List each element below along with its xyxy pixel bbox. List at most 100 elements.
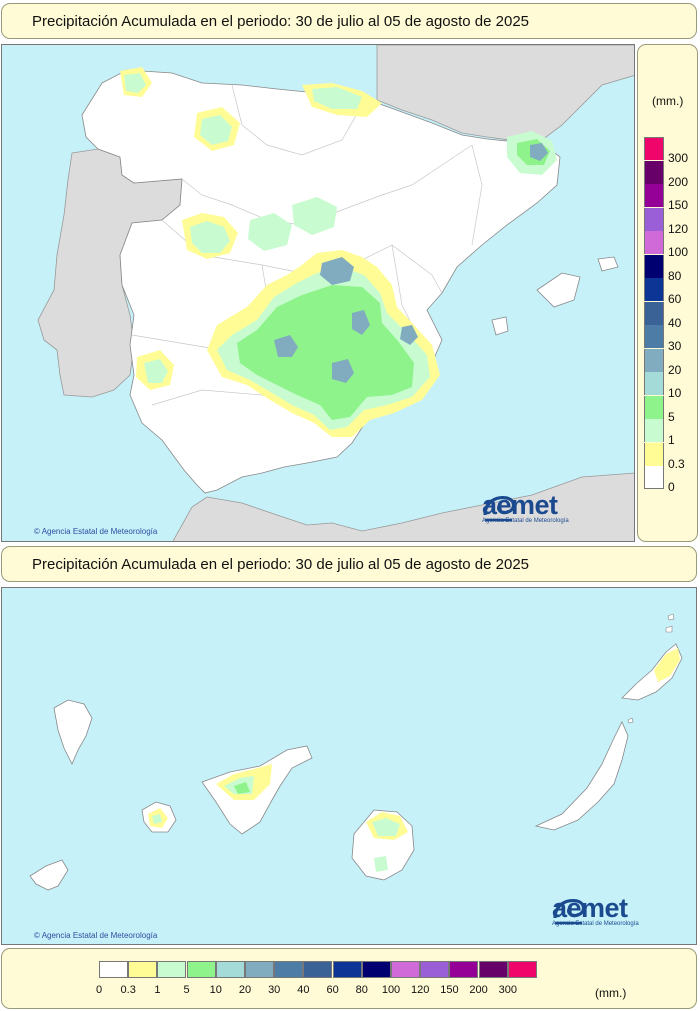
legend-label: 150 <box>668 198 689 212</box>
legend-swatch <box>507 961 537 978</box>
legend-swatch <box>274 961 304 978</box>
vertical-legend-item: 10 <box>644 372 694 400</box>
credit-label: Agencia Estatal de Meteorología <box>41 931 158 940</box>
legend-label: 1 <box>668 433 675 447</box>
legend-label: 120 <box>411 984 430 996</box>
legend-swatch <box>644 301 664 325</box>
legend-swatch <box>644 184 664 207</box>
vertical-legend-item: 40 <box>644 301 694 330</box>
vertical-legend-item: 300 <box>644 137 694 165</box>
legend-label: 0.3 <box>120 984 136 996</box>
copyright-icon: © <box>34 527 40 536</box>
vertical-legend-item: 30 <box>644 325 694 353</box>
legend-label: 20 <box>238 984 252 996</box>
legend-swatch <box>644 160 664 184</box>
canary-precipitation-areas <box>148 648 680 872</box>
legend-label: 60 <box>668 292 682 306</box>
legend-label: 0 <box>668 480 675 494</box>
legend-swatch <box>332 961 362 978</box>
legend-swatch <box>420 961 450 978</box>
logo-subtitle: Agencia Estatal de Meteorología <box>482 518 569 524</box>
legend-swatch <box>644 395 664 419</box>
horizontal-legend-unit: (mm.) <box>595 986 627 1000</box>
legend-label: 5 <box>668 409 675 424</box>
legend-swatch <box>644 466 664 489</box>
vertical-legend-item: 1 <box>644 419 694 447</box>
canary-map-svg <box>29 613 683 891</box>
legend-label: 30 <box>268 984 281 996</box>
top-map-title: Precipitación Acumulada en el periodo: 3… <box>1 3 697 39</box>
vertical-legend-item: 20 <box>644 348 694 377</box>
legend-swatch <box>644 372 664 395</box>
legend-swatch <box>644 254 664 278</box>
legend-label: 200 <box>469 984 488 996</box>
canary-credit-text: © Agencia Estatal de Meteorología <box>34 931 157 940</box>
legend-swatch <box>128 961 158 978</box>
legend-label: 60 <box>326 984 339 996</box>
vertical-legend-item: 150 <box>644 184 694 212</box>
lobos-islet <box>627 717 634 724</box>
legend-swatch <box>186 961 216 978</box>
legend-label: 1 <box>154 984 161 996</box>
canary-aemet-logo: aemet Agencia Estatal de Meteorología <box>552 895 639 928</box>
precipitation-areas <box>120 67 557 437</box>
mallorca-island <box>536 272 581 308</box>
legend-unit: (mm.) <box>652 94 684 108</box>
legend-swatch <box>361 961 391 978</box>
bottom-map-title: Precipitación Acumulada en el periodo: 3… <box>1 546 697 582</box>
horizontal-legend: 0 0.3 1 5 10 20 30 40 60 80 100 120 150 200 300 (mm.) <box>1 948 697 1009</box>
legend-swatch <box>391 961 420 978</box>
credit-label: Agencia Estatal de Meteorología <box>41 527 158 536</box>
la-palma-island <box>53 699 93 765</box>
ibiza-island <box>491 316 509 336</box>
legend-label: 10 <box>209 984 222 996</box>
legend-swatch <box>644 207 664 231</box>
legend-label: 40 <box>297 984 310 996</box>
legend-swatch <box>644 231 664 254</box>
logo-subtitle: Agencia Estatal de Meteorología <box>552 921 639 927</box>
vertical-legend-item: 60 <box>644 278 694 306</box>
aemet-spiral-icon <box>483 496 516 522</box>
menorca-island <box>597 256 619 272</box>
legend-swatch <box>644 325 664 348</box>
vertical-legend-item: 120 <box>644 207 694 236</box>
legend-swatch <box>99 961 128 978</box>
legend-label: 20 <box>668 362 682 377</box>
legend-label: 5 <box>183 984 190 996</box>
el-hierro-island <box>29 859 69 891</box>
legend-swatch <box>449 961 479 978</box>
fuerteventura-island <box>534 721 629 831</box>
legend-label: 0.3 <box>668 456 685 471</box>
legend-swatch <box>245 961 274 978</box>
peninsula-map[interactable]: © Agencia Estatal de Meteorología aemet … <box>1 44 635 542</box>
vertical-legend-item: 200 <box>644 160 694 189</box>
credit-text: © Agencia Estatal de Meteorología <box>34 527 157 536</box>
legend-label: 0 <box>95 984 103 996</box>
vertical-legend-item: 5 <box>644 395 694 424</box>
canary-map[interactable]: © Agencia Estatal de Meteorología aemet … <box>1 587 697 945</box>
legend-label: 30 <box>668 339 682 353</box>
legend-swatch <box>478 961 508 978</box>
aemet-logo: aemet Agencia Estatal de Meteorología <box>482 490 569 525</box>
legend-label: 120 <box>668 221 689 236</box>
legend-label: 100 <box>668 245 689 259</box>
africa-landmass <box>172 472 634 541</box>
aemet-spiral-icon <box>553 899 586 925</box>
copyright-icon: © <box>34 931 40 940</box>
la-graciosa-islet <box>665 625 673 633</box>
legend-swatch <box>644 137 664 160</box>
legend-swatch <box>644 348 664 372</box>
vertical-legend-item: 80 <box>644 254 694 283</box>
vertical-legend: (mm.) 300 200 150 120 100 80 60 40 30 20 10 5 1 0.3 0 <box>637 44 698 542</box>
legend-swatch <box>644 442 664 466</box>
legend-label: 200 <box>668 174 689 189</box>
legend-swatch <box>157 961 187 978</box>
heavier-rain-cores <box>274 143 548 383</box>
vertical-legend-item: 100 <box>644 231 694 259</box>
logo-wordmark: aemet <box>482 490 558 520</box>
legend-swatch <box>303 961 333 978</box>
alegranza-islet <box>667 613 675 621</box>
legend-swatch <box>644 278 664 301</box>
legend-label: 10 <box>668 386 682 400</box>
legend-swatch <box>644 419 664 442</box>
